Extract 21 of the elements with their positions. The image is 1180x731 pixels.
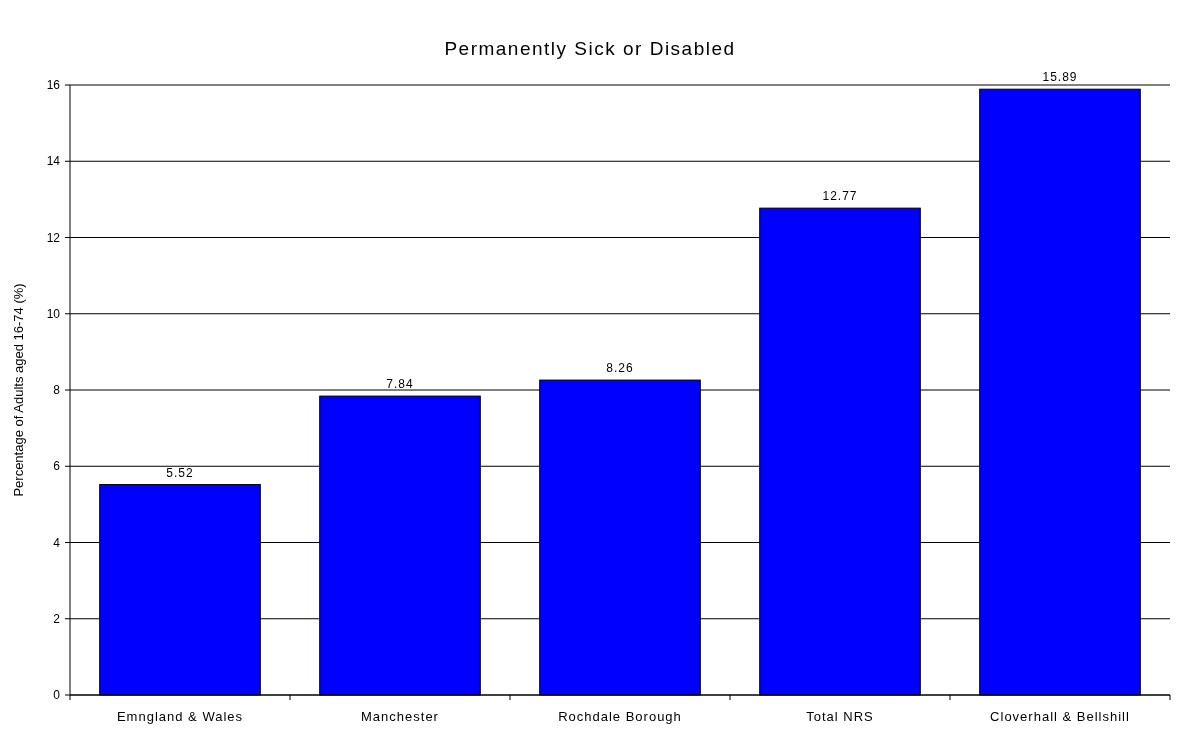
y-tick-label: 0 <box>53 688 61 703</box>
chart-title: Permanently Sick or Disabled <box>444 38 736 59</box>
y-axis-title: Percentage of Adults aged 16-74 (%) <box>11 283 26 497</box>
x-tick-label: Emngland & Wales <box>116 709 244 724</box>
x-tick-label: Rochdale Borough <box>558 709 682 724</box>
y-tick-label: 6 <box>53 459 61 474</box>
data-label: 5.52 <box>166 465 194 480</box>
y-tick-label: 12 <box>46 230 61 245</box>
x-tick-label: Cloverhall & Bellshill <box>990 709 1130 724</box>
y-tick-label: 16 <box>46 78 61 93</box>
x-tick-label: Total NRS <box>806 709 874 724</box>
y-tick-label: 10 <box>46 306 61 321</box>
x-tick-label: Manchester <box>361 709 439 724</box>
data-label: 12.77 <box>822 189 858 204</box>
y-tick-label: 14 <box>46 154 61 169</box>
data-label: 7.84 <box>386 377 414 392</box>
y-tick-label: 4 <box>53 535 61 550</box>
data-label: 15.89 <box>1042 70 1078 85</box>
data-label: 8.26 <box>606 361 634 376</box>
y-tick-label: 8 <box>53 383 61 398</box>
y-tick-label: 2 <box>53 611 61 626</box>
